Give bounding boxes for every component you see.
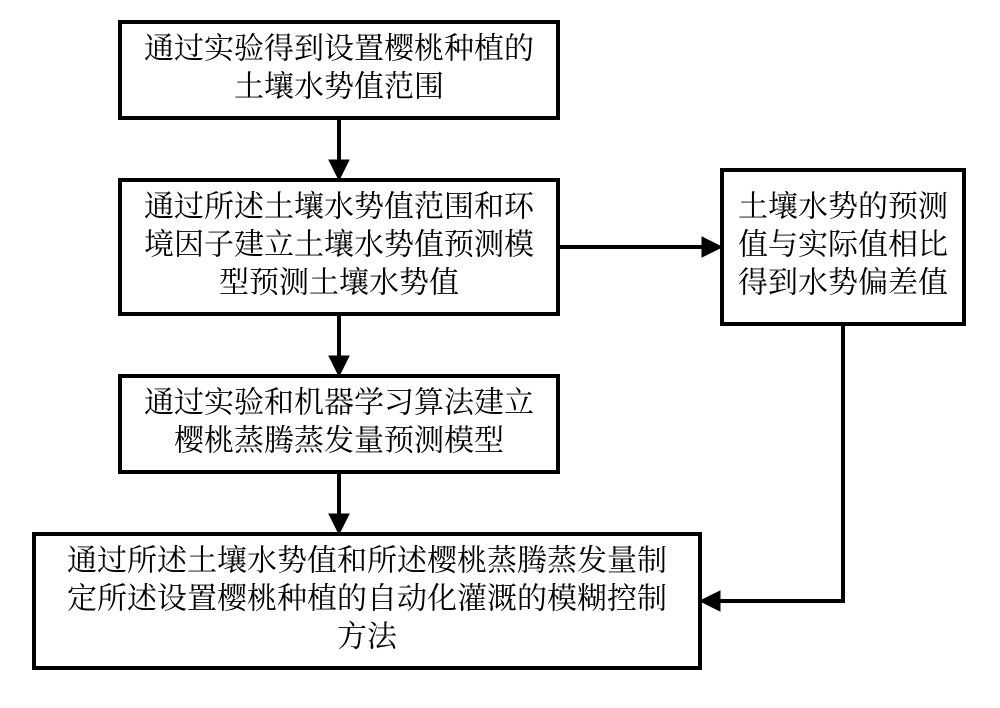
node-n1: 通过实验得到设置樱桃种植的土壤水势值范围: [120, 22, 558, 118]
node-n5: 土壤水势的预测值与实际值相比得到水势偏差值: [722, 170, 964, 324]
node-text-n5-line2: 得到水势偏差值: [738, 258, 948, 302]
node-text-n2-line2: 型预测土壤水势值: [219, 258, 459, 302]
node-n3: 通过实验和机器学习算法建立樱桃蒸腾蒸发量预测模型: [120, 376, 558, 472]
node-n4: 通过所述土壤水势值和所述樱桃蒸腾蒸发量制定所述设置樱桃种植的自动化灌溉的模糊控制…: [34, 534, 700, 668]
node-text-n1-line1: 土壤水势值范围: [234, 62, 444, 106]
node-text-n4-line2: 方法: [337, 612, 398, 656]
node-n2: 通过所述土壤水势值范围和环境因子建立土壤水势值预测模型预测土壤水势值: [120, 180, 558, 314]
node-text-n3-line1: 樱桃蒸腾蒸发量预测模型: [174, 416, 504, 460]
flowchart-canvas: 通过实验得到设置樱桃种植的土壤水势值范围通过所述土壤水势值范围和环境因子建立土壤…: [0, 0, 1000, 708]
